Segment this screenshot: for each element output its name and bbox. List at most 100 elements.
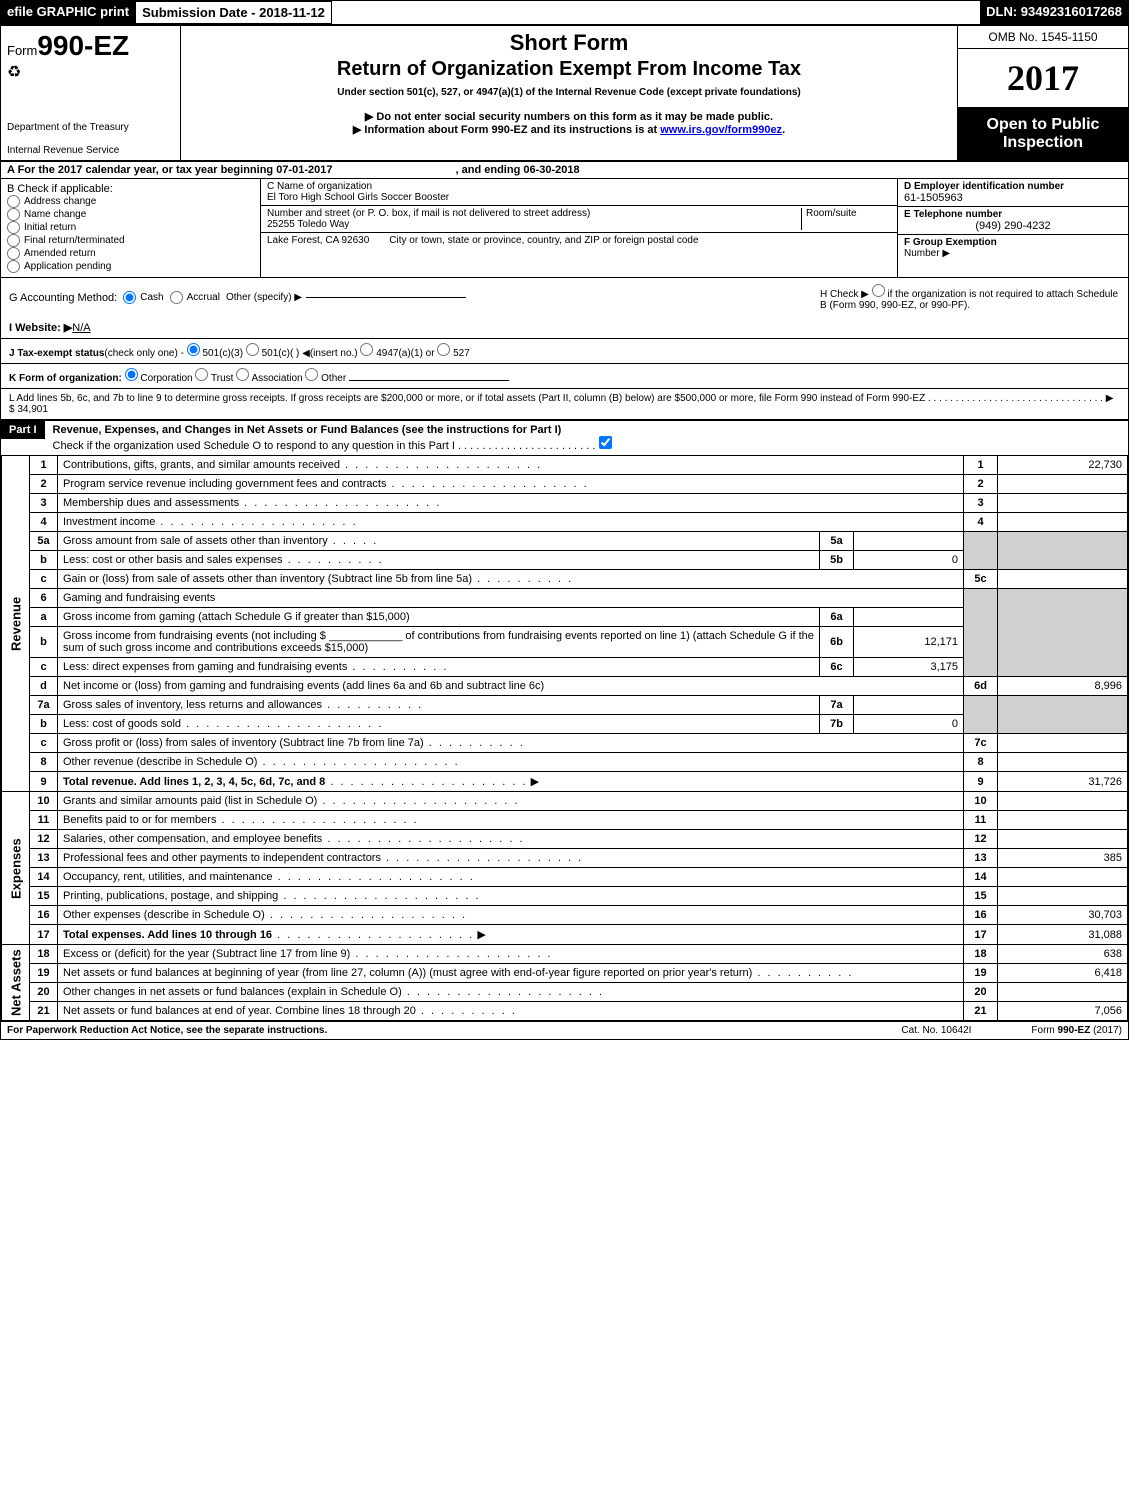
k-trust[interactable] bbox=[195, 368, 208, 381]
table-row: 21 Net assets or fund balances at end of… bbox=[2, 1002, 1128, 1021]
e-value: (949) 290-4232 bbox=[904, 220, 1122, 232]
j-527[interactable] bbox=[437, 343, 450, 356]
section-c: C Name of organization El Toro High Scho… bbox=[261, 179, 898, 277]
line-5b-value: 0 bbox=[854, 551, 964, 570]
table-row: 2 Program service revenue including gove… bbox=[2, 475, 1128, 494]
e-label: E Telephone number bbox=[904, 209, 1122, 220]
line-6b-value: 12,171 bbox=[854, 627, 964, 658]
part1-schedule-o-checkbox[interactable] bbox=[599, 436, 612, 449]
table-row: Revenue 1 Contributions, gifts, grants, … bbox=[2, 456, 1128, 475]
line-13-value: 385 bbox=[998, 849, 1128, 868]
table-row: b Gross income from fundraising events (… bbox=[2, 627, 1128, 658]
recycle-icon: ♻ bbox=[7, 62, 174, 82]
h-checkbox[interactable] bbox=[872, 284, 885, 297]
line-9-value: 31,726 bbox=[998, 772, 1128, 792]
table-row: b Less: cost or other basis and sales ex… bbox=[2, 551, 1128, 570]
section-b: B Check if applicable: Address change Na… bbox=[1, 179, 261, 277]
title-short-form: Short Form bbox=[191, 30, 947, 56]
netassets-side-label: Net Assets bbox=[2, 945, 30, 1021]
subtitle: Under section 501(c), 527, or 4947(a)(1)… bbox=[191, 87, 947, 98]
line-7b-value: 0 bbox=[854, 715, 964, 734]
table-row: 16 Other expenses (describe in Schedule … bbox=[2, 906, 1128, 925]
dept-irs: Internal Revenue Service bbox=[7, 145, 174, 156]
table-row: 6 Gaming and fundraising events bbox=[2, 589, 1128, 608]
form-prefix: Form bbox=[7, 43, 37, 58]
table-row: d Net income or (loss) from gaming and f… bbox=[2, 677, 1128, 696]
line-6d-value: 8,996 bbox=[998, 677, 1128, 696]
table-row: 19 Net assets or fund balances at beginn… bbox=[2, 964, 1128, 983]
check-address-change[interactable]: Address change bbox=[7, 195, 254, 208]
g-accrual[interactable]: Accrual bbox=[170, 291, 220, 304]
part1-label: Part I bbox=[1, 421, 45, 439]
check-final-return[interactable]: Final return/terminated bbox=[7, 234, 254, 247]
city-label: City or town, state or province, country… bbox=[389, 235, 698, 246]
part1-title: Revenue, Expenses, and Changes in Net As… bbox=[45, 421, 1128, 455]
table-row: 8 Other revenue (describe in Schedule O)… bbox=[2, 753, 1128, 772]
topbar: efile GRAPHIC print Submission Date - 20… bbox=[1, 1, 1128, 24]
table-row: 4 Investment income 4 bbox=[2, 513, 1128, 532]
addr-value: 25255 Toledo Way bbox=[267, 219, 801, 230]
dln-label: DLN: 93492316017268 bbox=[980, 1, 1128, 24]
line-19-value: 6,418 bbox=[998, 964, 1128, 983]
line-1-value: 22,730 bbox=[998, 456, 1128, 475]
lines-table: Revenue 1 Contributions, gifts, grants, … bbox=[1, 455, 1128, 1021]
k-other[interactable] bbox=[305, 368, 318, 381]
section-def: D Employer identification number 61-1505… bbox=[898, 179, 1128, 277]
irs-link[interactable]: www.irs.gov/form990ez bbox=[660, 124, 782, 136]
d-label: D Employer identification number bbox=[904, 181, 1122, 192]
g-other[interactable]: Other (specify) ▶ bbox=[226, 292, 466, 303]
g-cash[interactable]: Cash bbox=[123, 291, 163, 304]
check-application-pending[interactable]: Application pending bbox=[7, 260, 254, 273]
table-row: 13 Professional fees and other payments … bbox=[2, 849, 1128, 868]
section-g: G Accounting Method: Cash Accrual Other … bbox=[1, 277, 1128, 317]
expenses-side-label: Expenses bbox=[2, 792, 30, 945]
j-501c3[interactable] bbox=[187, 343, 200, 356]
table-row: 17 Total expenses. Add lines 10 through … bbox=[2, 925, 1128, 945]
table-row: 7a Gross sales of inventory, less return… bbox=[2, 696, 1128, 715]
table-row: 11 Benefits paid to or for members 11 bbox=[2, 811, 1128, 830]
note-info: ▶ Information about Form 990-EZ and its … bbox=[191, 123, 947, 136]
k-corporation[interactable] bbox=[125, 368, 138, 381]
revenue-side-label: Revenue bbox=[2, 456, 30, 792]
table-row: 12 Salaries, other compensation, and emp… bbox=[2, 830, 1128, 849]
section-i: I Website: ▶N/A bbox=[1, 317, 1128, 338]
city-value: Lake Forest, CA 92630 bbox=[267, 235, 369, 246]
form-number: Form990-EZ bbox=[7, 30, 174, 62]
check-initial-return[interactable]: Initial return bbox=[7, 221, 254, 234]
section-k: K Form of organization: Corporation Trus… bbox=[1, 363, 1128, 388]
tax-year: 2017 bbox=[958, 49, 1128, 108]
section-j: J Tax-exempt status(check only one) - 50… bbox=[1, 338, 1128, 363]
j-501c[interactable] bbox=[246, 343, 259, 356]
table-row: c Gross profit or (loss) from sales of i… bbox=[2, 734, 1128, 753]
section-l: L Add lines 5b, 6c, and 7b to line 9 to … bbox=[1, 388, 1128, 419]
table-row: 14 Occupancy, rent, utilities, and maint… bbox=[2, 868, 1128, 887]
c-label: C Name of organization bbox=[267, 181, 891, 192]
table-row: 15 Printing, publications, postage, and … bbox=[2, 887, 1128, 906]
table-row: 5a Gross amount from sale of assets othe… bbox=[2, 532, 1128, 551]
j-4947[interactable] bbox=[360, 343, 373, 356]
section-bcdef: B Check if applicable: Address change Na… bbox=[1, 178, 1128, 277]
footer-left: For Paperwork Reduction Act Notice, see … bbox=[7, 1025, 327, 1036]
part1-header: Part I Revenue, Expenses, and Changes in… bbox=[1, 419, 1128, 455]
footer: For Paperwork Reduction Act Notice, see … bbox=[1, 1021, 1128, 1039]
table-row: 20 Other changes in net assets or fund b… bbox=[2, 983, 1128, 1002]
c-value: El Toro High School Girls Soccer Booster bbox=[267, 192, 891, 203]
table-row: c Gain or (loss) from sale of assets oth… bbox=[2, 570, 1128, 589]
omb-number: OMB No. 1545-1150 bbox=[958, 26, 1128, 49]
table-row: Net Assets 18 Excess or (deficit) for th… bbox=[2, 945, 1128, 964]
d-value: 61-1505963 bbox=[904, 192, 1122, 204]
table-row: Expenses 10 Grants and similar amounts p… bbox=[2, 792, 1128, 811]
line-21-value: 7,056 bbox=[998, 1002, 1128, 1021]
section-a-row: A For the 2017 calendar year, or tax yea… bbox=[1, 160, 1128, 178]
open-to-public: Open to Public Inspection bbox=[958, 108, 1128, 160]
check-name-change[interactable]: Name change bbox=[7, 208, 254, 221]
line-6c-value: 3,175 bbox=[854, 658, 964, 677]
form-no: 990-EZ bbox=[37, 30, 129, 61]
f-label: F Group Exemption bbox=[904, 237, 1122, 248]
line-17-value: 31,088 bbox=[998, 925, 1128, 945]
g-label: G Accounting Method: bbox=[9, 292, 117, 304]
line-18-value: 638 bbox=[998, 945, 1128, 964]
check-amended-return[interactable]: Amended return bbox=[7, 247, 254, 260]
k-association[interactable] bbox=[236, 368, 249, 381]
title-return: Return of Organization Exempt From Incom… bbox=[191, 58, 947, 81]
